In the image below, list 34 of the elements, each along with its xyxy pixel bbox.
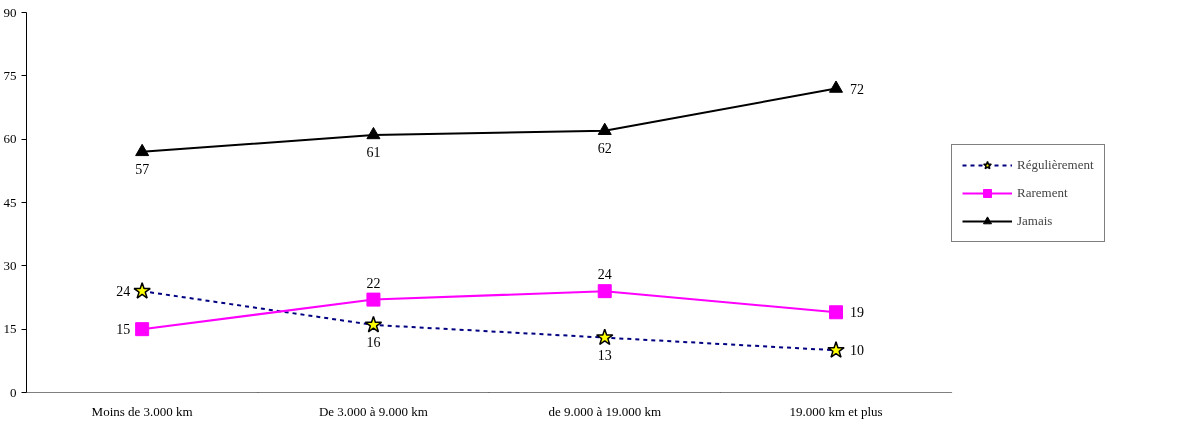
y-tick-label: 75 (3, 67, 17, 83)
legend-label: Régulièrement (1017, 157, 1094, 173)
point (366, 292, 381, 307)
point (829, 305, 844, 320)
point (135, 143, 150, 157)
x-tick-label: 19.000 km et plus (789, 403, 883, 419)
data-label: 15 (116, 322, 131, 338)
legend-label: Rarement (1017, 185, 1068, 201)
data-label: 22 (366, 275, 381, 291)
y-tick-label: 45 (3, 194, 17, 210)
y-tick-label: 30 (3, 257, 17, 273)
data-label: 57 (135, 161, 150, 177)
y-tick-label: 15 (3, 321, 17, 337)
point (366, 126, 381, 140)
data-label: 19 (850, 305, 865, 321)
data-label: 24 (116, 284, 131, 300)
data-label: 10 (850, 343, 865, 359)
x-tick-label: De 3.000 à 9.000 km (318, 403, 428, 419)
point (829, 80, 844, 93)
y-tick-label: 60 (3, 131, 17, 147)
y-tick-label: 0 (10, 384, 17, 400)
y-tick-label: 90 (3, 4, 17, 20)
data-label: 62 (597, 140, 612, 156)
x-tick-label: de 9.000 à 19.000 km (548, 403, 662, 419)
data-label: 72 (850, 81, 865, 97)
legend-label: Jamais (1017, 213, 1053, 229)
data-label: 61 (366, 144, 381, 160)
data-label: 24 (597, 267, 612, 283)
point (135, 322, 150, 337)
x-tick-label: Moins de 3.000 km (91, 403, 193, 419)
data-label: 13 (597, 347, 612, 363)
point (597, 284, 612, 299)
point (597, 122, 612, 135)
data-label: 16 (366, 334, 381, 350)
